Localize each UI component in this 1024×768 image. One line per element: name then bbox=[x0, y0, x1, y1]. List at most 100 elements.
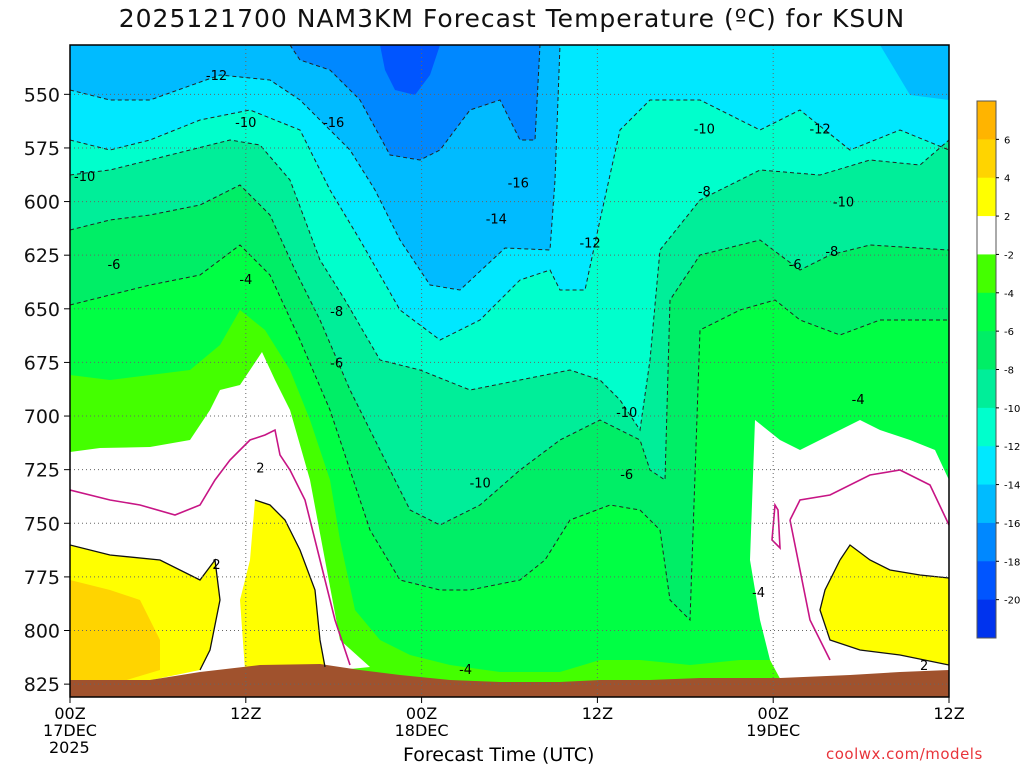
colorbar-swatch bbox=[977, 561, 996, 601]
contour-label: -10 bbox=[616, 406, 637, 421]
contour-label: -10 bbox=[235, 116, 256, 131]
contour-label: -4 bbox=[459, 663, 472, 678]
colorbar-swatch bbox=[977, 446, 996, 486]
contour-line bbox=[70, 244, 949, 622]
plot-frame bbox=[69, 44, 950, 698]
contour-line bbox=[70, 45, 561, 291]
contour-label: -10 bbox=[833, 196, 854, 211]
colorbar-swatch bbox=[977, 407, 996, 447]
y-tick-label: 775 bbox=[24, 567, 60, 589]
contour-line bbox=[789, 469, 949, 526]
contour-line bbox=[70, 428, 351, 666]
terrain bbox=[70, 664, 949, 697]
contour-label: -4 bbox=[752, 586, 765, 601]
contour-line bbox=[70, 139, 949, 432]
contour-line bbox=[839, 544, 949, 579]
contour-label: -12 bbox=[206, 69, 227, 84]
contour-line bbox=[771, 502, 781, 551]
x-tick-date: 19DEC bbox=[746, 721, 800, 740]
y-tick-label: 625 bbox=[24, 245, 60, 267]
x-tick-date: 18DEC bbox=[395, 721, 449, 740]
contour-label: -14 bbox=[486, 213, 507, 228]
y-axis: 550 575 600 625 650 675 700 725 750 775 800 825 bbox=[24, 84, 70, 696]
x-tick-label: 00Z bbox=[406, 704, 437, 723]
contour-label: 2 bbox=[256, 462, 264, 477]
contour-label: -8 bbox=[330, 305, 343, 320]
contour-label: -16 bbox=[323, 116, 344, 131]
colorbar-swatch bbox=[977, 254, 996, 294]
colorbar-swatch bbox=[977, 331, 996, 370]
contour-label: -16 bbox=[508, 176, 529, 191]
colorbar-swatch bbox=[977, 484, 996, 524]
contour-label: -10 bbox=[694, 123, 715, 138]
contour-label: -6 bbox=[620, 468, 633, 483]
x-tick-label: 00Z bbox=[54, 704, 85, 723]
colorbar-label: -2 bbox=[1004, 250, 1014, 261]
colorbar-label: -6 bbox=[1004, 327, 1014, 338]
y-tick-label: 825 bbox=[24, 674, 60, 696]
colorbar-swatch bbox=[977, 292, 996, 332]
contour-line bbox=[70, 184, 949, 526]
contour-label: -8 bbox=[698, 185, 711, 200]
freezing-contours bbox=[70, 499, 949, 671]
x-tick-date: 17DEC bbox=[43, 721, 97, 740]
band-2-center bbox=[240, 500, 325, 670]
colorbar-label: 2 bbox=[1004, 212, 1010, 223]
contour-label: -12 bbox=[579, 236, 600, 251]
y-tick-label: 650 bbox=[24, 299, 60, 321]
colorbar-label: -14 bbox=[1004, 481, 1020, 492]
colorbar-swatch bbox=[977, 216, 996, 255]
contour-label: -4 bbox=[239, 273, 252, 288]
contour-label: -4 bbox=[852, 393, 865, 408]
credit-link[interactable]: coolwx.com/models bbox=[826, 745, 983, 763]
y-tick-label: 675 bbox=[24, 352, 60, 374]
colorbar: 6 4 2 -2 -4 -6 -8 -10 -12 -14 -16 -18 -20 bbox=[976, 100, 1020, 639]
contour-label: -6 bbox=[330, 356, 343, 371]
contour-line bbox=[70, 544, 221, 671]
colorbar-label: -4 bbox=[1004, 289, 1014, 300]
contour-line bbox=[70, 99, 949, 341]
x-tick-label: 12Z bbox=[933, 704, 964, 723]
x-axis-title: Forecast Time (UTC) bbox=[403, 744, 595, 766]
x-tick-label: 12Z bbox=[230, 704, 261, 723]
contour-label: -6 bbox=[107, 258, 120, 273]
contour-label: -10 bbox=[470, 477, 491, 492]
band-minus18 bbox=[290, 45, 540, 160]
grid bbox=[69, 45, 950, 697]
colorbar-label: -18 bbox=[1004, 557, 1020, 568]
contour-label: 2 bbox=[212, 558, 220, 573]
colorbar-swatch bbox=[977, 101, 996, 140]
zero-contours bbox=[70, 428, 949, 666]
band-4 bbox=[70, 580, 160, 697]
x-tick-label: 12Z bbox=[582, 704, 613, 723]
x-tick-label: 00Z bbox=[758, 704, 789, 723]
band-minus16 bbox=[70, 45, 949, 290]
colorbar-swatch bbox=[977, 369, 996, 409]
contour-label: 2 bbox=[920, 659, 928, 674]
colorbar-swatch bbox=[977, 177, 996, 217]
colorbar-label: -20 bbox=[1004, 596, 1020, 607]
y-tick-label: 550 bbox=[24, 84, 60, 106]
y-tick-label: 575 bbox=[24, 138, 60, 160]
contour-label: -6 bbox=[789, 258, 802, 273]
contour-line bbox=[254, 499, 326, 668]
x-axis-year: 2025 bbox=[49, 738, 90, 757]
colorbar-swatch bbox=[977, 522, 996, 562]
colorbar-label: -8 bbox=[1004, 366, 1014, 377]
chart-title: 2025121700 NAM3KM Forecast Temperature (… bbox=[118, 4, 906, 33]
band-minus20 bbox=[380, 45, 440, 95]
contour-lines bbox=[70, 45, 949, 622]
contour-label: -10 bbox=[74, 170, 95, 185]
contour-line bbox=[789, 519, 831, 661]
y-tick-label: 725 bbox=[24, 460, 60, 482]
colorbar-label: -16 bbox=[1004, 519, 1020, 530]
contour-line bbox=[819, 559, 949, 666]
colorbar-label: -12 bbox=[1004, 442, 1020, 453]
contour-line bbox=[289, 45, 541, 161]
y-tick-label: 600 bbox=[24, 192, 60, 214]
colorbar-label: -10 bbox=[1004, 404, 1020, 415]
contour-label: -12 bbox=[809, 123, 830, 138]
y-tick-label: 750 bbox=[24, 513, 60, 535]
contour-labels: -12 -10 -16 -10 -16 -14 -12 -10 -12 -8 -10 -8 -6 -6 -4… bbox=[74, 69, 928, 678]
